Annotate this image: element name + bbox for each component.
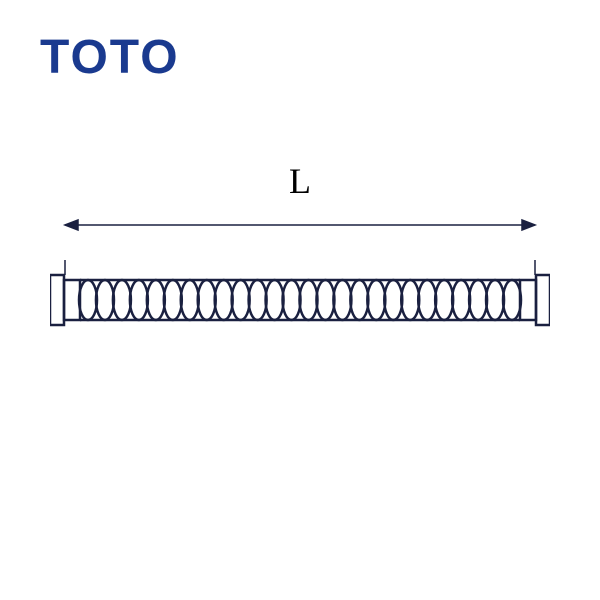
coil-loop [266,280,284,320]
brand-logo: TOTO [40,30,180,85]
hose-connector-svg [50,260,550,340]
dimension-label-l: L [289,160,311,202]
coil-loop [215,280,233,320]
coil-loop [232,280,250,320]
coil-loops [79,280,521,320]
coil-loop [164,280,182,320]
coil-loop [198,280,216,320]
coil-loop [401,280,419,320]
left-fitting [50,275,80,325]
coil-loop [384,280,402,320]
coil-loop [418,280,436,320]
coil-loop [367,280,385,320]
right-fitting [520,275,550,325]
coil-loop [316,280,334,320]
coil-loop [333,280,351,320]
coil-loop [350,280,368,320]
dimension-arrow-line [65,220,535,230]
hose-diagram: L [50,160,550,380]
coil-loop [452,280,470,320]
dimension-line-svg [50,210,550,240]
coil-loop [486,280,504,320]
coil-loop [469,280,487,320]
coil-loop [299,280,317,320]
coil-loop [96,280,114,320]
coil-loop [113,280,131,320]
coil-loop [283,280,301,320]
coil-loop [130,280,148,320]
coil-loop [79,280,97,320]
coil-loop [503,280,521,320]
coil-loop [147,280,165,320]
coil-loop [435,280,453,320]
coil-loop [249,280,267,320]
coil-loop [181,280,199,320]
